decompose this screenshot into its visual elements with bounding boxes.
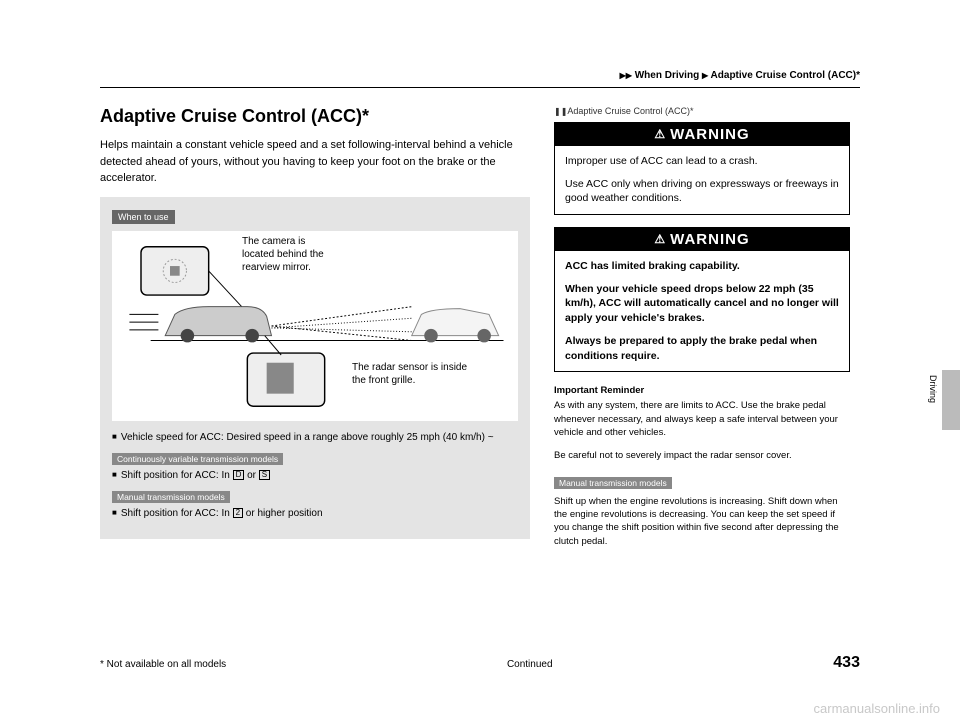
radar-callout: The radar sensor is inside the front gri…	[352, 361, 472, 387]
breadcrumb-section: When Driving	[635, 70, 699, 81]
warning-triangle-icon: ⚠	[654, 127, 666, 141]
warning-box-2: ⚠WARNING ACC has limited braking capabil…	[554, 227, 850, 372]
camera-callout: The camera is located behind the rearvie…	[242, 235, 332, 274]
warning-text: Always be prepared to apply the brake pe…	[565, 334, 839, 363]
important-reminder: Important Reminder As with any system, t…	[554, 384, 850, 439]
footnote: * Not available on all models	[100, 659, 226, 670]
mt-note: Shift up when the engine revolutions is …	[554, 495, 850, 548]
spec-speed: ■Vehicle speed for ACC: Desired speed in…	[112, 431, 518, 445]
reminder-body: As with any system, there are limits to …	[554, 400, 838, 438]
mt-tag-side: Manual transmission models	[554, 477, 672, 489]
bullet-icon: ■	[112, 470, 117, 479]
left-column: Adaptive Cruise Control (ACC)* Helps mai…	[100, 106, 530, 558]
warning-text: Use ACC only when driving on expressways…	[565, 177, 839, 206]
divider	[100, 87, 860, 88]
right-column: ❚❚Adaptive Cruise Control (ACC)* ⚠WARNIN…	[554, 106, 850, 558]
spec-list: ■Vehicle speed for ACC: Desired speed in…	[112, 431, 518, 521]
diagram: The camera is located behind the rearvie…	[112, 231, 518, 421]
page-number: 433	[833, 654, 860, 672]
warning-header: ⚠WARNING	[555, 123, 849, 146]
breadcrumb: ▶▶ When Driving ▶ Adaptive Cruise Contro…	[100, 70, 860, 81]
triangle-icon: ▶	[626, 71, 632, 80]
warning-text: When your vehicle speed drops below 22 m…	[565, 282, 839, 326]
radar-note: Be careful not to severely impact the ra…	[554, 449, 850, 462]
section-tab-label: Driving	[928, 375, 938, 403]
spec-mt: ■Shift position for ACC: In 2 or higher …	[112, 507, 518, 521]
spec-cvt: ■Shift position for ACC: In D or S	[112, 469, 518, 483]
warning-body: ACC has limited braking capability. When…	[555, 251, 849, 371]
section-tab	[942, 370, 960, 430]
warning-text: Improper use of ACC can lead to a crash.	[565, 154, 839, 169]
when-to-use-tag: When to use	[112, 210, 175, 224]
reminder-title: Important Reminder	[554, 384, 850, 397]
warning-text: ACC has limited braking capability.	[565, 259, 839, 274]
warning-box-1: ⚠WARNING Improper use of ACC can lead to…	[554, 122, 850, 215]
warning-header: ⚠WARNING	[555, 228, 849, 251]
page-footer: * Not available on all models Continued …	[100, 654, 860, 672]
gear-d-icon: D	[233, 470, 245, 481]
gear-2-icon: 2	[233, 508, 243, 519]
content-columns: Adaptive Cruise Control (ACC)* Helps mai…	[100, 106, 860, 558]
figure-box: When to use The camera is located behind…	[100, 197, 530, 539]
warning-body: Improper use of ACC can lead to a crash.…	[555, 146, 849, 214]
bullet-icon: ■	[112, 508, 117, 517]
continued-label: Continued	[507, 659, 553, 670]
gear-s-icon: S	[259, 470, 270, 481]
cvt-tag: Continuously variable transmission model…	[112, 453, 283, 465]
breadcrumb-page: Adaptive Cruise Control (ACC)*	[711, 70, 860, 81]
page-title: Adaptive Cruise Control (ACC)*	[100, 106, 530, 127]
page-content: ▶▶ When Driving ▶ Adaptive Cruise Contro…	[100, 70, 860, 558]
side-note-ref: ❚❚Adaptive Cruise Control (ACC)*	[554, 106, 850, 116]
warning-triangle-icon: ⚠	[654, 232, 666, 246]
ref-icon: ❚❚	[554, 107, 567, 116]
triangle-icon: ▶	[702, 71, 708, 80]
intro-text: Helps maintain a constant vehicle speed …	[100, 137, 530, 187]
mt-tag: Manual transmission models	[112, 491, 230, 503]
bullet-icon: ■	[112, 432, 117, 441]
watermark: carmanualsonline.info	[814, 701, 940, 716]
